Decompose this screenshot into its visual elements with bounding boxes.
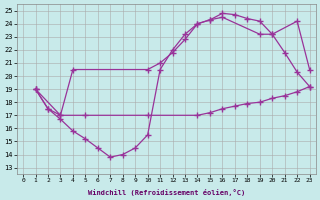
X-axis label: Windchill (Refroidissement éolien,°C): Windchill (Refroidissement éolien,°C) bbox=[88, 189, 245, 196]
